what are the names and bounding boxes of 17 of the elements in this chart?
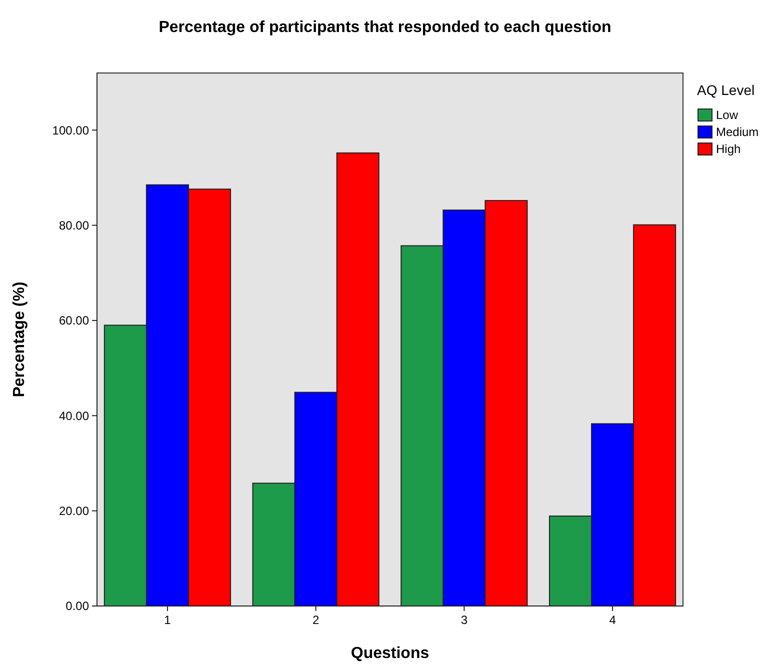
x-tick-label: 1 [164, 613, 172, 627]
x-tick-label: 3 [460, 613, 468, 627]
x-tick-label: 4 [609, 613, 616, 627]
legend-label: Low [716, 108, 738, 122]
y-tick-label: 20.00 [58, 504, 90, 518]
x-tick-label: 2 [312, 613, 320, 627]
y-tick-label: 40.00 [58, 408, 90, 423]
y-tick-label: 60.00 [58, 314, 90, 328]
chart-title: Percentage of participants that responded to each question [158, 19, 612, 36]
legend-label: Medium [716, 125, 759, 139]
y-tick-label: 100.00 [52, 123, 90, 138]
y-axis-title: Percentage (%) [11, 282, 28, 398]
x-axis-title: Questions [350, 645, 430, 662]
y-tick-label: 80.00 [58, 218, 90, 232]
y-tick-label: 0.00 [66, 599, 90, 614]
legend-label: High [716, 142, 741, 156]
legend-title: AQ Level [697, 82, 755, 98]
